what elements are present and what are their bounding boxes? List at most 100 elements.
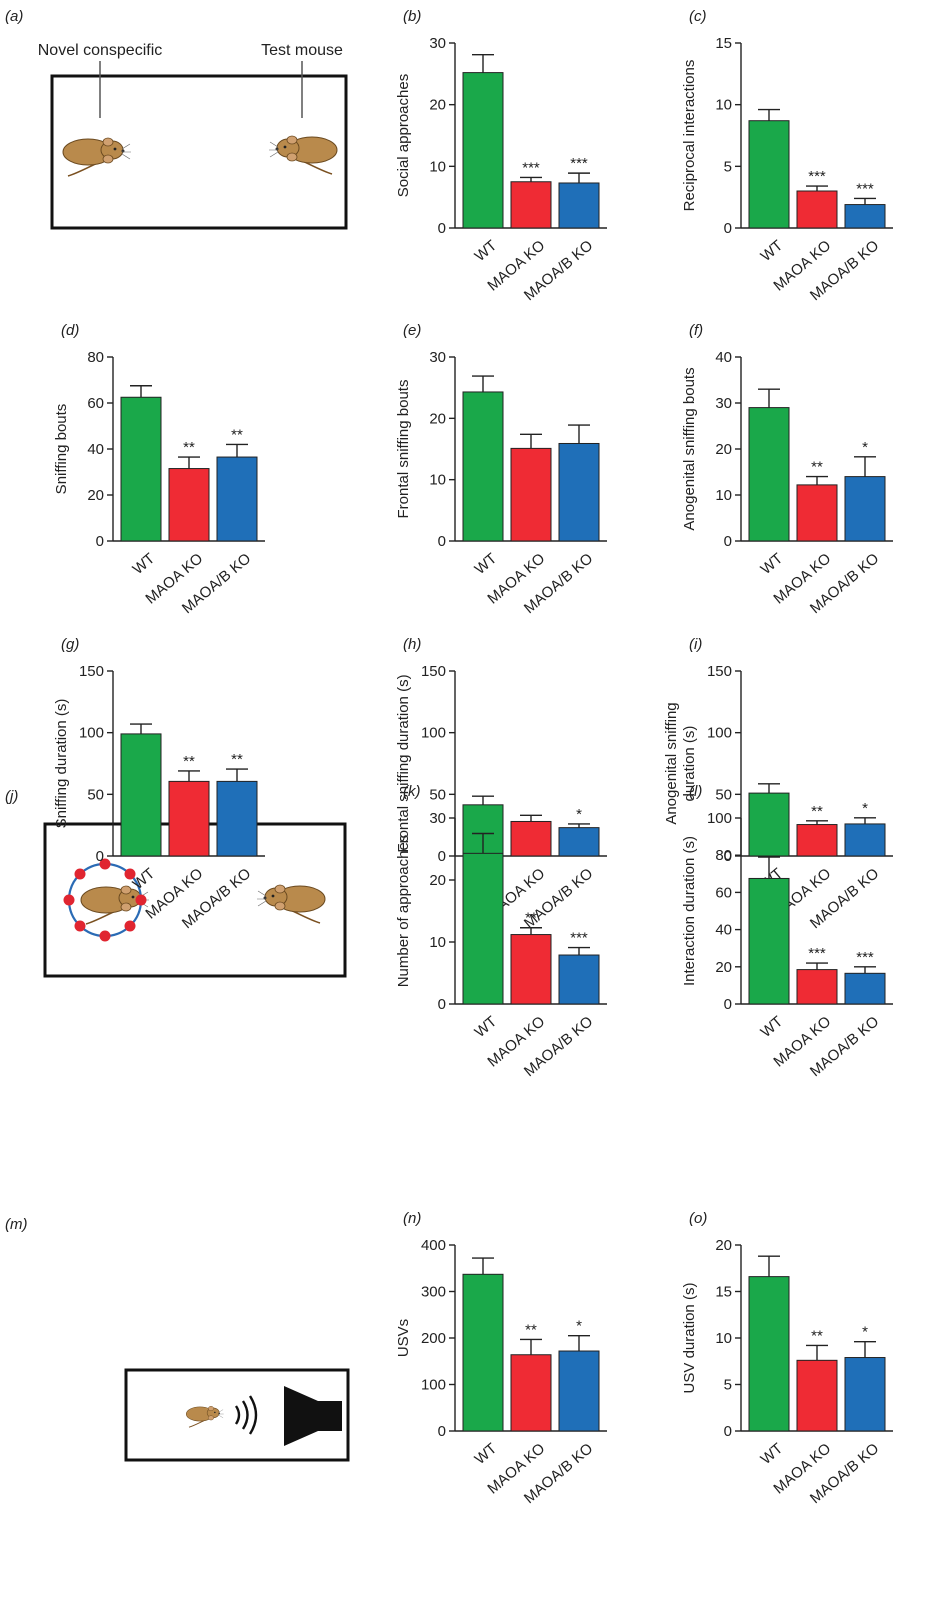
- significance-marker: *: [862, 439, 868, 456]
- bar: [510, 934, 552, 1005]
- bar: [462, 852, 504, 1005]
- y-tick-label: 20: [429, 97, 446, 114]
- y-tick-label: 0: [438, 220, 446, 237]
- bar: [844, 823, 886, 857]
- y-tick-label: 0: [438, 1423, 446, 1440]
- bar: [120, 733, 162, 857]
- panel-label: (l): [689, 783, 702, 800]
- significance-marker: *: [862, 800, 868, 817]
- panel-label: (g): [61, 636, 79, 653]
- panel-label: (b): [403, 8, 421, 25]
- bar: [510, 1354, 552, 1432]
- y-tick-label: 60: [87, 395, 104, 412]
- y-tick-label: 10: [429, 472, 446, 489]
- y-tick-label: 150: [79, 663, 104, 680]
- y-tick-label: 0: [438, 848, 446, 865]
- y-axis-label: USV duration (s): [681, 1283, 698, 1394]
- y-tick-label: 0: [724, 220, 732, 237]
- panel-label: (k): [403, 783, 421, 800]
- x-tick-label: WT: [471, 237, 500, 265]
- y-axis-label: Interaction duration (s): [681, 836, 698, 986]
- bar: [558, 442, 600, 542]
- chart-f: (f) 0 10 20 30 40 Anogenital sniffing bouts WT *…: [681, 322, 893, 617]
- y-axis-label: Frontal sniffing bouts: [395, 380, 412, 519]
- y-tick-label: 5: [724, 158, 732, 175]
- y-tick-label: 10: [715, 487, 732, 504]
- y-tick-label: 50: [87, 786, 104, 803]
- y-tick-label: 20: [715, 441, 732, 458]
- y-tick-label: 40: [715, 922, 732, 939]
- panel-label: (d): [61, 322, 79, 339]
- y-axis-label: Number of approaches: [395, 835, 412, 988]
- y-tick-label: 10: [429, 158, 446, 175]
- y-tick-label: 100: [421, 725, 446, 742]
- bar: [168, 468, 210, 542]
- y-axis-label: Reciprocal interactions: [681, 60, 698, 212]
- y-tick-label: 30: [429, 349, 446, 366]
- sound-waves-icon: [234, 1395, 258, 1435]
- y-tick-label: 100: [707, 725, 732, 742]
- y-axis-label: Anogenital sniffing: [663, 702, 680, 824]
- bar: [462, 1273, 504, 1432]
- bar: [510, 181, 552, 229]
- bar: [844, 204, 886, 229]
- y-tick-label: 100: [79, 725, 104, 742]
- panel-label: (c): [689, 8, 707, 25]
- bar: [796, 1359, 838, 1432]
- x-tick-label: WT: [471, 1440, 500, 1468]
- y-tick-label: 10: [715, 97, 732, 114]
- significance-marker: **: [231, 751, 243, 768]
- y-tick-label: 15: [715, 1284, 732, 1301]
- y-tick-label: 0: [724, 996, 732, 1013]
- y-tick-label: 0: [724, 1423, 732, 1440]
- y-axis-label: Sniffing duration (s): [53, 699, 70, 829]
- y-axis-label: duration (s): [681, 726, 698, 802]
- panel-a-label: (a): [5, 8, 23, 25]
- significance-marker: **: [525, 1321, 537, 1338]
- y-tick-label: 300: [421, 1284, 446, 1301]
- y-tick-label: 5: [724, 1377, 732, 1394]
- significance-marker: **: [811, 459, 823, 476]
- y-tick-label: 150: [707, 663, 732, 680]
- y-tick-label: 15: [715, 35, 732, 52]
- y-axis-label: Social approaches: [395, 74, 412, 197]
- y-tick-label: 40: [87, 441, 104, 458]
- significance-marker: **: [811, 803, 823, 820]
- significance-marker: ***: [808, 945, 826, 962]
- bar: [510, 447, 552, 542]
- y-tick-label: 30: [429, 35, 446, 52]
- bar: [216, 780, 258, 857]
- bar: [844, 476, 886, 542]
- significance-marker: *: [576, 806, 582, 823]
- bar: [216, 456, 258, 542]
- bar: [796, 190, 838, 229]
- panel-label: (f): [689, 322, 703, 339]
- bar: [796, 484, 838, 542]
- y-tick-label: 0: [96, 533, 104, 550]
- y-axis-label: Anogenital sniffing bouts: [681, 367, 698, 530]
- significance-marker: **: [525, 910, 537, 927]
- panel-label: (h): [403, 636, 421, 653]
- bar: [558, 1350, 600, 1432]
- panel-m-label: (m): [5, 1216, 28, 1233]
- y-tick-label: 80: [715, 847, 732, 864]
- bar: [510, 820, 552, 857]
- bar: [796, 824, 838, 857]
- bar: [558, 954, 600, 1005]
- y-axis-label: Sniffing bouts: [53, 404, 70, 495]
- bar: [796, 969, 838, 1005]
- x-tick-label: WT: [757, 550, 786, 578]
- y-axis-label: USVs: [395, 1319, 412, 1357]
- y-tick-label: 20: [715, 1237, 732, 1254]
- panel-label: (o): [689, 1210, 707, 1227]
- bar: [558, 827, 600, 857]
- y-tick-label: 0: [724, 848, 732, 865]
- y-tick-label: 80: [87, 349, 104, 366]
- y-axis-label: Frontal sniffing duration (s): [395, 674, 412, 852]
- y-tick-label: 30: [429, 810, 446, 827]
- bar: [844, 1357, 886, 1432]
